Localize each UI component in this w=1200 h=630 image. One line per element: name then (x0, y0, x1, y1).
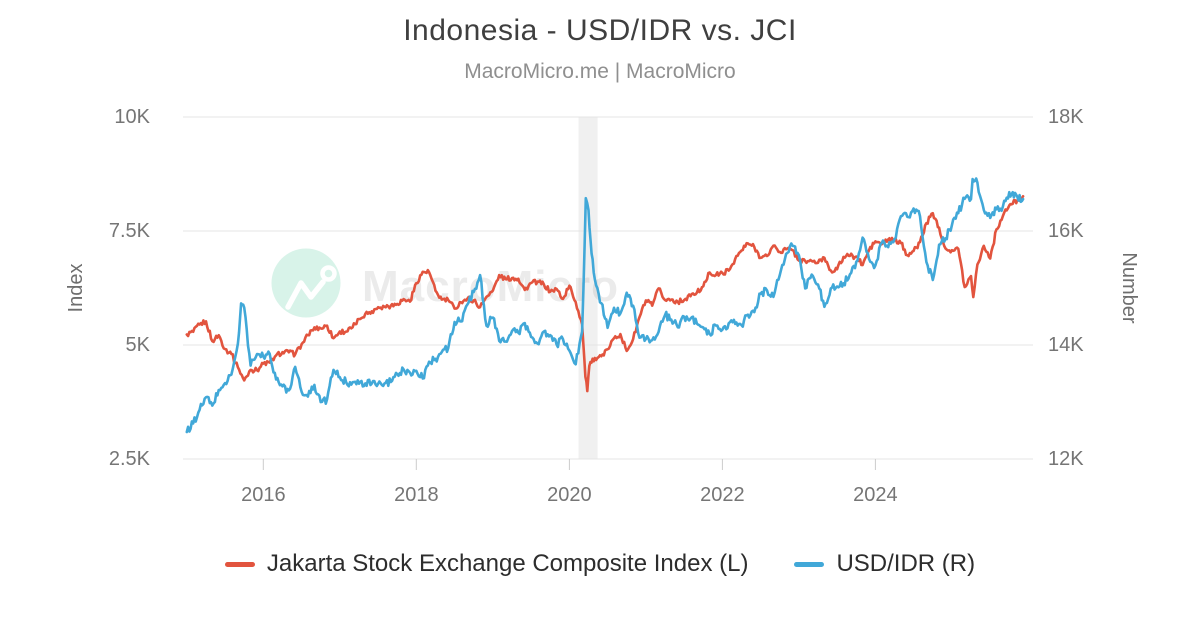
legend-item-usdidr[interactable]: USD/IDR (R) (794, 550, 975, 578)
y-right-tick-label: 14K (1048, 334, 1084, 356)
y-left-tick-label: 2.5K (108, 448, 150, 470)
y-right-tick-label: 18K (1048, 106, 1084, 128)
x-tick-label: 2022 (700, 484, 745, 506)
x-tick-label: 2024 (853, 484, 898, 506)
y-left-tick-label: 5K (125, 334, 150, 356)
y-left-tick-label: 10K (114, 106, 150, 128)
legend-swatch-jci (224, 561, 255, 567)
y-right-tick-label: 12K (1048, 448, 1084, 470)
legend-label-jci: Jakarta Stock Exchange Composite Index (… (266, 550, 749, 577)
legend-label-usdidr: USD/IDR (R) (836, 550, 976, 577)
x-tick-label: 2018 (394, 484, 439, 506)
x-tick-label: 2016 (241, 484, 286, 506)
legend-item-jci[interactable]: Jakarta Stock Exchange Composite Index (… (224, 550, 749, 578)
x-tick-label: 2020 (547, 484, 592, 506)
y-right-tick-label: 16K (1048, 220, 1084, 242)
series-line-usdidr[interactable] (185, 177, 1025, 434)
y-left-tick-label: 7.5K (108, 220, 150, 242)
chart-title: Indonesia - USD/IDR vs. JCI (403, 14, 797, 47)
legend-swatch-usdidr (794, 561, 825, 567)
legend: Jakarta Stock Exchange Composite Index (… (0, 550, 1200, 578)
recession-band (578, 117, 598, 459)
chart-subtitle: MacroMicro.me | MacroMicro (464, 60, 736, 83)
